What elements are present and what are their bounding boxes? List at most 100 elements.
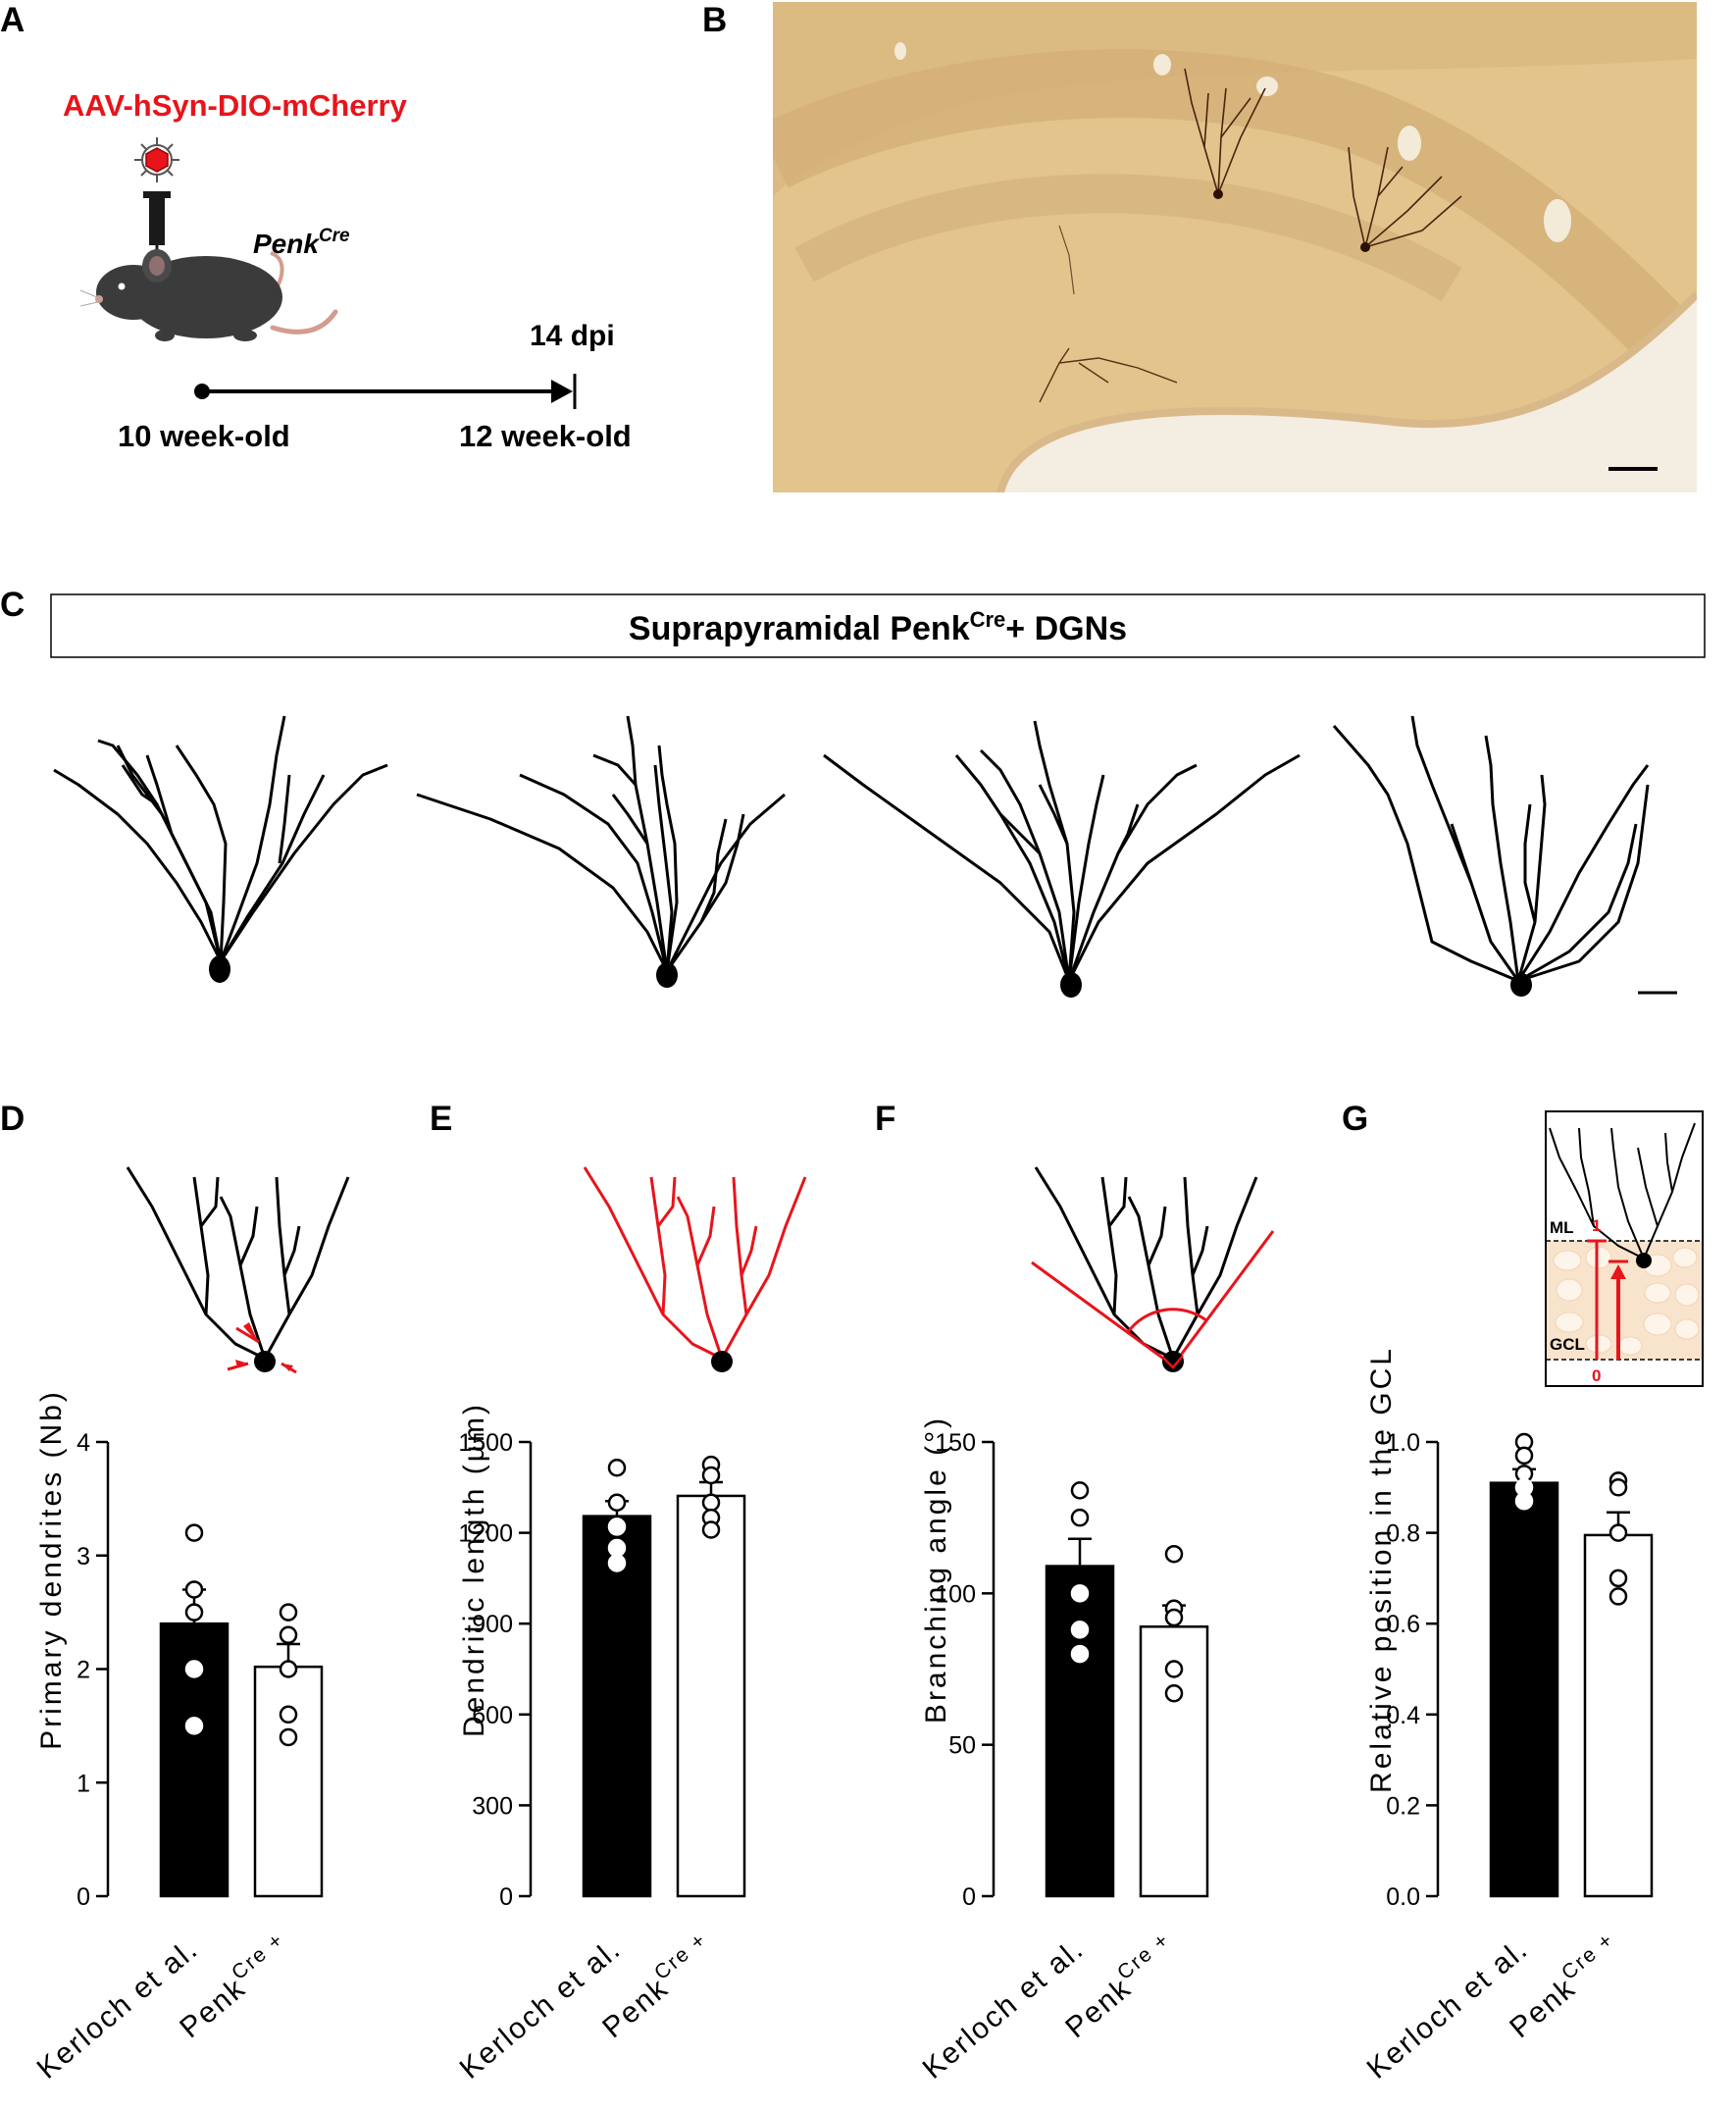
data-point [1164, 1608, 1184, 1627]
x-category-superscript: Cre + [650, 1928, 711, 1983]
labeled-neuron-1 [1184, 68, 1266, 195]
data-point [701, 1493, 721, 1512]
data-point [1070, 1481, 1090, 1500]
chart-e-dendritic-length: Dendritic length (µm) 0 300 600 900 1200 1500… [454, 1402, 746, 2085]
panel-label-b: B [702, 1, 727, 39]
timeline-end-age: 12 week-old [459, 419, 632, 453]
data-point [1608, 1587, 1628, 1606]
timeline-end-label: 14 dpi [530, 320, 615, 352]
mouse-line-name: Penk [253, 229, 320, 259]
data-point [1164, 1683, 1184, 1703]
panel-c-title-box [50, 593, 1706, 658]
y-tick-label: 0 [77, 1883, 90, 1911]
reconstruction-neuron-1 [53, 715, 388, 962]
x-category-label: Kerloch et al. [1361, 1932, 1535, 2085]
data-point [184, 1660, 204, 1678]
y-tick-label: 0.2 [1386, 1792, 1420, 1820]
y-tick-label: 600 [472, 1702, 513, 1729]
data-point [279, 1660, 298, 1678]
x-category-name: Kerloch et al. [454, 1932, 628, 2085]
data-point [1514, 1491, 1534, 1511]
panel-b-micrograph [773, 2, 1697, 492]
y-tick-label: 3 [77, 1543, 90, 1570]
y-tick-label: 4 [77, 1429, 90, 1457]
panel-label-d: D [0, 1100, 25, 1138]
data-point [184, 1580, 204, 1599]
data-point [1164, 1544, 1184, 1564]
data-point [1070, 1644, 1090, 1664]
y-tick-label: 0 [499, 1883, 513, 1911]
schematic-g-gcl-position: ML GCL 1 0 [1545, 1110, 1704, 1387]
labeled-neuron-3 [1039, 347, 1178, 403]
reconstruction-neuron-4 [1332, 715, 1650, 983]
bar [253, 1665, 324, 1898]
panel-a-timeline: AAV-hSyn-DIO-mCherry P [63, 88, 632, 453]
data-point [1608, 1523, 1628, 1542]
data-point [279, 1603, 298, 1621]
scale-value-top: 1 [1592, 1216, 1601, 1235]
data-point [701, 1466, 721, 1485]
x-category-superscript: Cre + [1113, 1928, 1174, 1983]
timeline-start-age: 10 week-old [118, 419, 290, 453]
panel-label-g: G [1342, 1100, 1368, 1138]
virus-name: AAV-hSyn-DIO-mCherry [63, 88, 408, 123]
chart-f-branching-angle: Branching angle (°) 0 50 100 150 Kerloch et … [917, 1415, 1209, 2085]
x-category-name: Kerloch et al. [31, 1932, 205, 2085]
data-point [184, 1523, 204, 1542]
labeled-neuron-2 [1348, 146, 1462, 248]
panel-c-title: Suprapyramidal PenkCre+ DGNs [629, 607, 1127, 647]
data-point [279, 1625, 298, 1645]
chart-g-relative-position: Relative position in the GCL 0.0 0.2 0.4 0.… [1361, 1346, 1654, 2085]
bar [1489, 1481, 1559, 1898]
virus-particle-icon [134, 137, 179, 182]
timeline-arrowhead [551, 380, 573, 403]
x-category-label: Kerloch et al. [31, 1932, 205, 2085]
bar [676, 1494, 746, 1898]
data-point [1070, 1508, 1090, 1527]
y-tick-label: 900 [472, 1611, 513, 1638]
y-axis-label: Relative position in the GCL [1365, 1346, 1398, 1793]
y-axis-label: Primary dendrites (Nb) [35, 1389, 68, 1750]
y-axis-label: Branching angle (°) [920, 1415, 952, 1724]
y-axis-label: Dendritic length (µm) [458, 1402, 490, 1737]
data-point [1514, 1446, 1534, 1466]
svg-text:PenkCre: PenkCre [253, 226, 350, 259]
bar [1045, 1565, 1115, 1898]
layer-label-ml: ML [1550, 1218, 1574, 1237]
scale-value-bottom: 0 [1592, 1366, 1601, 1385]
panel-c-title-prefix: Suprapyramidal Penk [629, 610, 970, 647]
panel-label-c: C [0, 586, 25, 624]
y-tick-label: 1.0 [1386, 1429, 1420, 1457]
y-tick-label: 100 [935, 1580, 976, 1608]
data-point [607, 1554, 627, 1572]
y-tick-label: 150 [935, 1429, 976, 1457]
data-point [1608, 1478, 1628, 1497]
data-point [279, 1705, 298, 1724]
y-tick-label: 1200 [458, 1520, 513, 1548]
panel-c: Suprapyramidal PenkCre+ DGNs [50, 593, 1706, 998]
schematic-d-primary-dendrites [126, 1166, 350, 1374]
schematic-e-dendritic-length [583, 1166, 807, 1372]
data-point [279, 1727, 298, 1747]
y-tick-label: 0 [962, 1883, 976, 1911]
reconstruction-neuron-2 [416, 715, 786, 972]
data-point [1608, 1569, 1628, 1588]
y-tick-label: 0.4 [1386, 1702, 1420, 1729]
panel-label-a: A [0, 1, 25, 39]
data-point [701, 1520, 721, 1539]
y-tick-label: 0.0 [1386, 1883, 1420, 1911]
data-point [1070, 1584, 1090, 1603]
x-category-label: Kerloch et al. [917, 1932, 1091, 2085]
bar [582, 1515, 652, 1898]
layer-label-gcl: GCL [1550, 1335, 1585, 1354]
panel-label-e: E [430, 1100, 452, 1138]
panel-label-f: F [875, 1100, 895, 1138]
mouse-icon [79, 249, 338, 341]
data-point [184, 1717, 204, 1735]
y-tick-label: 300 [472, 1792, 513, 1820]
data-point [607, 1458, 627, 1477]
panel-c-title-superscript: Cre [970, 607, 1006, 632]
data-point [1070, 1621, 1090, 1639]
x-category-superscript: Cre + [228, 1928, 288, 1983]
